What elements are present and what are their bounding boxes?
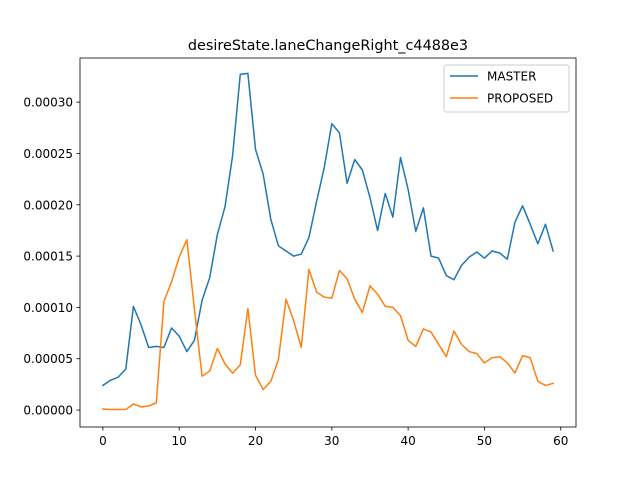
plot-frame [79, 57, 577, 428]
y-tick-label: 0.00015 [23, 250, 73, 264]
y-tick-label: 0.00010 [23, 301, 73, 315]
y-tick-label: 0.00005 [23, 352, 73, 366]
x-tick-label: 50 [477, 434, 492, 448]
legend-label-master: MASTER [487, 70, 536, 84]
x-tick-label: 20 [248, 434, 263, 448]
series-line-proposed [102, 238, 555, 411]
chart-title: desireState.laneChangeRight_c4488e3 [188, 38, 468, 54]
x-axis: 0 10 20 30 40 50 60 [99, 427, 568, 448]
x-tick-label: 40 [400, 434, 415, 448]
legend: MASTER PROPOSED [443, 64, 570, 113]
legend-label-proposed: PROPOSED [487, 92, 553, 106]
x-tick-label: 30 [324, 434, 339, 448]
y-tick-label: 0.00020 [23, 198, 73, 212]
plot-area [79, 57, 577, 428]
y-axis: 0.00000 0.00005 0.00010 0.00015 0.00020 0.000… [23, 96, 80, 418]
y-tick-label: 0.00000 [23, 404, 73, 418]
x-tick-label: 60 [553, 434, 568, 448]
y-tick-label: 0.00030 [23, 96, 73, 110]
x-tick-label: 10 [172, 434, 187, 448]
y-tick-label: 0.00025 [23, 147, 73, 161]
series-line-master [101, 72, 555, 387]
x-tick-label: 0 [99, 434, 107, 448]
